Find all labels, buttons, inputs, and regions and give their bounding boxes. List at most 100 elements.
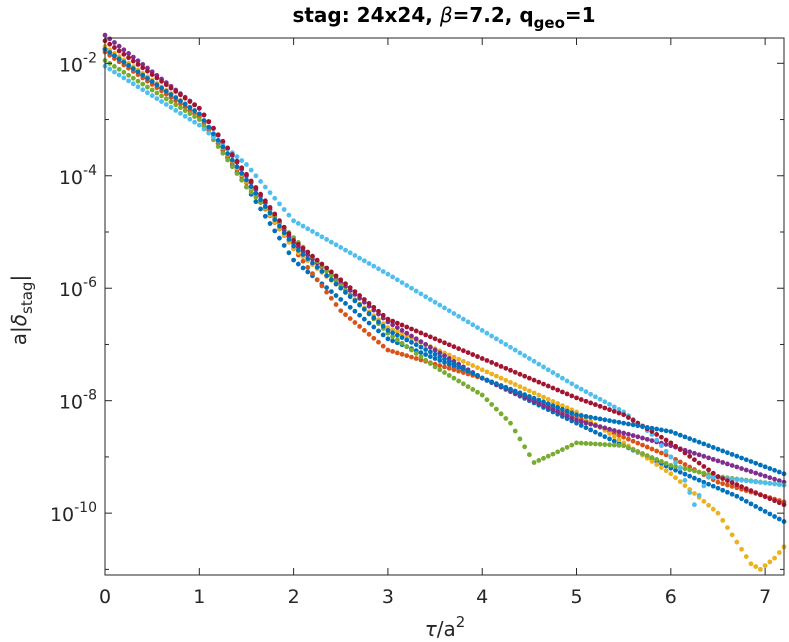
data-point [512, 388, 518, 394]
data-point [178, 92, 183, 98]
data-point [201, 118, 207, 123]
data-point [762, 563, 768, 569]
data-point [748, 488, 754, 494]
data-point [640, 451, 645, 456]
data-point [112, 40, 117, 45]
data-point [493, 406, 499, 412]
data-point [743, 478, 749, 484]
data-point [300, 223, 306, 229]
data-point [112, 64, 117, 69]
data-point [140, 62, 146, 67]
data-point [611, 428, 617, 433]
data-point [319, 283, 325, 289]
data-point [126, 63, 131, 68]
data-point [640, 424, 645, 429]
data-point [371, 335, 377, 341]
data-point [130, 75, 136, 81]
data-point [371, 324, 377, 330]
data-point [248, 184, 254, 189]
data-point [758, 566, 763, 572]
data-point [522, 392, 528, 398]
data-point [159, 99, 164, 104]
data-point [583, 425, 589, 431]
data-point [564, 408, 570, 414]
data-point [536, 361, 542, 367]
data-point [626, 436, 631, 442]
data-point [314, 257, 320, 263]
data-point [663, 428, 669, 434]
data-point [107, 41, 113, 47]
data-point [394, 329, 400, 335]
data-point [352, 298, 358, 304]
data-point [734, 477, 740, 483]
data-point [399, 328, 405, 333]
data-point [739, 466, 744, 471]
data-point [253, 173, 259, 179]
data-point [437, 367, 443, 373]
data-point [149, 79, 155, 84]
data-point [168, 85, 174, 91]
data-point [621, 430, 627, 436]
data-point [701, 483, 707, 489]
data-point [569, 442, 575, 448]
data-point [508, 420, 513, 426]
data-point [253, 185, 259, 190]
data-point [286, 212, 292, 218]
data-point [541, 403, 546, 409]
data-point [413, 356, 419, 361]
data-point [649, 425, 655, 431]
data-point [343, 290, 348, 295]
data-point [701, 464, 707, 469]
data-point [748, 478, 754, 484]
data-point [352, 320, 358, 325]
data-point [281, 243, 287, 248]
data-point [574, 395, 579, 401]
data-point [305, 226, 311, 232]
x-tick-label: 3 [382, 586, 394, 608]
data-point [225, 157, 231, 163]
data-point [324, 273, 330, 278]
y-tick-label: 10-8 [59, 388, 97, 414]
data-point [677, 469, 683, 475]
data-point [154, 75, 160, 81]
data-point [413, 336, 419, 342]
data-point [578, 423, 584, 428]
data-point [706, 502, 711, 508]
data-point [357, 255, 363, 261]
y-tick-label: 10-6 [59, 275, 97, 301]
data-point [427, 349, 433, 355]
data-point [479, 392, 485, 398]
data-point [592, 402, 598, 408]
data-point [305, 265, 311, 270]
data-point [347, 304, 353, 310]
data-point [423, 332, 429, 338]
data-point [475, 354, 480, 359]
data-point [418, 354, 424, 360]
data-point [324, 265, 330, 271]
data-point [168, 92, 174, 97]
data-point [682, 471, 688, 477]
data-point [390, 318, 396, 324]
data-point [602, 417, 608, 423]
data-point [328, 269, 334, 275]
data-point [569, 393, 575, 399]
data-point [112, 53, 117, 59]
data-point [442, 340, 447, 346]
data-point [272, 228, 278, 234]
data-point [159, 85, 164, 91]
data-point [621, 443, 627, 449]
data-point [163, 82, 169, 88]
data-point [404, 330, 410, 336]
data-point [772, 481, 777, 487]
data-point [644, 444, 650, 450]
data-point [126, 55, 131, 61]
data-point [564, 405, 570, 411]
data-point [470, 371, 476, 376]
data-point [460, 381, 466, 387]
data-point [107, 50, 113, 55]
data-point [762, 509, 768, 514]
data-point [380, 269, 386, 274]
data-point [286, 231, 292, 237]
data-point [442, 370, 447, 375]
data-point [659, 465, 664, 470]
